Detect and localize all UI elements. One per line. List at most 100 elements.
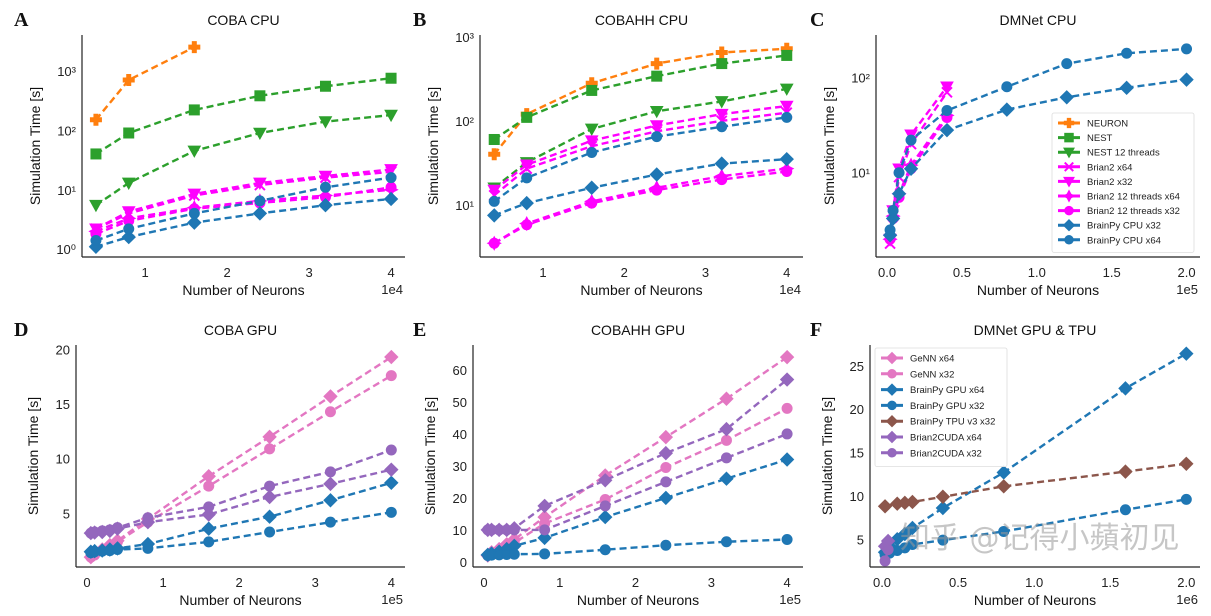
series-line [95, 46, 195, 121]
legend-label: BrainPy GPU x32 [910, 401, 984, 412]
x-offset-label: 1e4 [381, 282, 403, 297]
data-point [996, 465, 1011, 480]
x-axis-label: Number of Neurons [977, 282, 1099, 298]
data-point [188, 207, 200, 219]
legend-label: BrainPy CPU x32 [1087, 221, 1161, 232]
data-point [488, 195, 500, 207]
x-tick-label: 4 [388, 575, 395, 590]
series-brian2cuda-x64 [83, 462, 399, 541]
legend-marker [1063, 147, 1075, 159]
data-point [262, 489, 277, 505]
y-tick-label: 10³ [57, 64, 76, 79]
data-point [714, 96, 729, 109]
data-point [323, 476, 338, 492]
legend-entry: BrainPy GPU x64 [881, 383, 984, 396]
series-line [90, 481, 392, 553]
y-tick-label: 25 [850, 359, 864, 374]
series-brainpy-cpu-x32 [487, 151, 794, 223]
data-point [384, 349, 399, 365]
x-tick-label: 0.5 [953, 265, 971, 280]
y-tick-label: 5 [63, 506, 70, 521]
x-tick-label: 0.5 [949, 575, 967, 590]
chart-title: COBAHH CPU [595, 12, 688, 28]
legend-label: GeNN x32 [910, 369, 954, 380]
data-point [264, 443, 276, 455]
series-line [95, 197, 392, 248]
x-tick-label: 4 [387, 265, 394, 280]
series-genn-x32 [85, 370, 397, 563]
data-point [384, 109, 398, 123]
data-point [716, 121, 728, 133]
data-point [660, 462, 672, 474]
data-point [598, 509, 613, 525]
data-point [385, 181, 397, 193]
x-tick-label: 2 [632, 575, 639, 590]
y-axis-label: Simulation Time [s] [821, 87, 837, 205]
legend-marker [1063, 117, 1075, 129]
y-tick-label: 20 [453, 491, 467, 506]
chart-title: COBA GPU [204, 322, 277, 338]
y-tick-label: 40 [453, 427, 467, 442]
data-point [385, 172, 397, 184]
data-point [254, 90, 266, 102]
legend-label: Brian2CUDA x64 [910, 433, 982, 444]
data-point [939, 122, 955, 138]
data-point [877, 499, 893, 514]
x-tick-label: 2.0 [1177, 575, 1195, 590]
data-point [1061, 58, 1073, 70]
data-point [539, 548, 551, 560]
legend-marker [1064, 161, 1074, 172]
data-point [1119, 80, 1134, 96]
data-point [187, 145, 202, 158]
data-point [521, 219, 533, 231]
chart-title: DMNet CPU [999, 12, 1076, 28]
series-brian2cuda-x32 [85, 444, 397, 539]
data-point [111, 544, 123, 556]
data-point [383, 191, 399, 207]
data-point [90, 235, 102, 247]
watermark: 知乎 @记得小蘋初见 [900, 521, 1180, 556]
y-axis-label: Simulation Time [s] [27, 87, 43, 205]
y-tick-label: 10³ [455, 30, 474, 45]
series-nest-12-threads [487, 83, 794, 195]
data-point [714, 108, 729, 122]
data-point [487, 208, 502, 223]
panel-letter: D [14, 319, 28, 341]
data-point [262, 509, 277, 524]
series-brian2-12-threads-x32 [488, 165, 793, 249]
data-point [660, 476, 672, 488]
data-point [660, 539, 672, 551]
data-point [720, 536, 732, 548]
data-point [658, 429, 674, 445]
series-line [95, 186, 392, 236]
legend-marker [885, 351, 899, 365]
data-point [599, 500, 611, 512]
x-tick-label: 1 [159, 575, 166, 590]
series-brian2-x64 [90, 166, 397, 235]
data-point [651, 184, 663, 196]
data-point [885, 211, 901, 226]
data-point [779, 372, 795, 387]
y-tick-label: 10⁰ [56, 242, 76, 257]
y-tick-label: 20 [56, 342, 70, 357]
data-point [584, 123, 599, 137]
series-nest [488, 49, 793, 145]
x-tick-label: 2 [223, 265, 230, 280]
data-point [1180, 493, 1192, 505]
data-point [882, 544, 894, 556]
legend-label: NEURON [1087, 119, 1128, 130]
series-line [487, 356, 788, 557]
data-point [649, 120, 664, 133]
series-line [90, 511, 392, 554]
data-point [941, 105, 953, 117]
data-point [253, 127, 267, 141]
series-brainpy-cpu-x32 [88, 191, 399, 254]
data-point [781, 111, 793, 123]
data-point [90, 148, 102, 160]
data-point [719, 391, 734, 406]
data-point [893, 167, 905, 179]
data-point [650, 57, 663, 70]
data-point [537, 530, 552, 546]
chart-title: COBA CPU [207, 12, 279, 28]
